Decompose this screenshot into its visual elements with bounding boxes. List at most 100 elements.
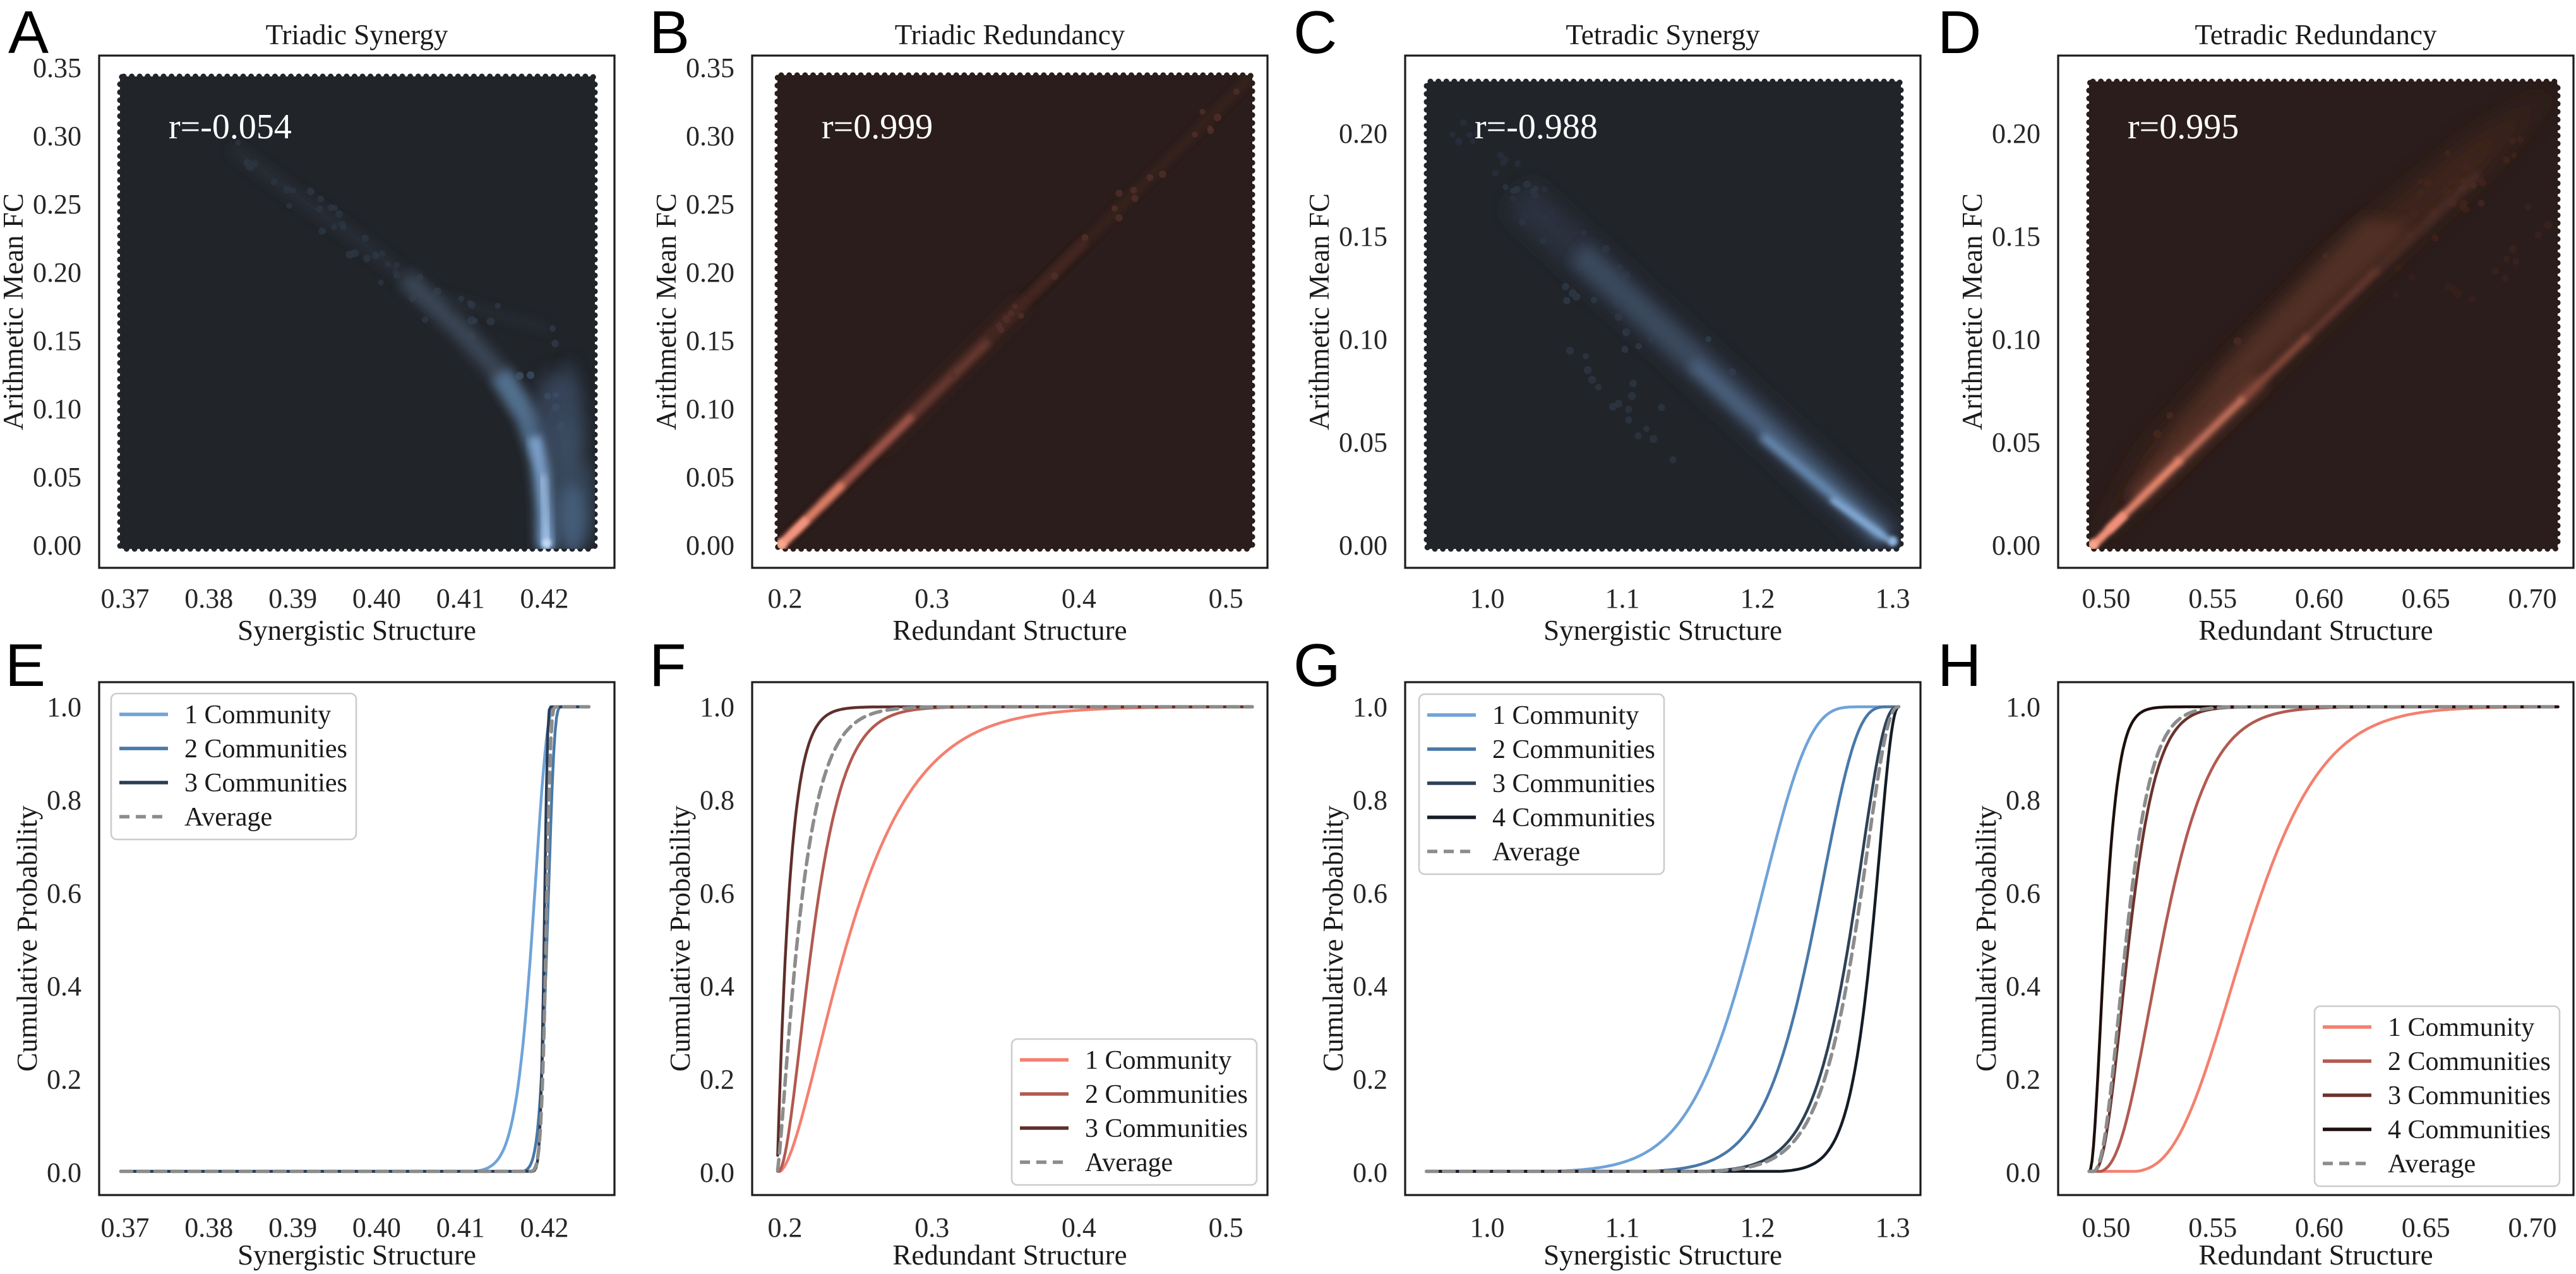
svg-text:0.39: 0.39 (268, 583, 317, 614)
svg-text:Synergistic Structure: Synergistic Structure (237, 1239, 476, 1271)
svg-text:0.30: 0.30 (33, 121, 81, 152)
svg-text:0.0: 0.0 (700, 1157, 734, 1188)
svg-text:E: E (5, 632, 45, 699)
svg-text:0.3: 0.3 (914, 1212, 949, 1243)
svg-text:0.00: 0.00 (1992, 530, 2040, 561)
svg-text:0.25: 0.25 (686, 189, 734, 220)
svg-text:Average: Average (1085, 1148, 1173, 1177)
svg-text:F: F (649, 632, 686, 699)
svg-text:1.2: 1.2 (1740, 1212, 1775, 1243)
svg-text:Arithmetic Mean FC: Arithmetic Mean FC (650, 193, 682, 430)
svg-text:0.0: 0.0 (47, 1157, 81, 1188)
svg-text:Tetradic Redundancy: Tetradic Redundancy (2195, 19, 2437, 51)
svg-text:3 Communities: 3 Communities (1085, 1114, 1248, 1143)
svg-text:3 Communities: 3 Communities (2388, 1081, 2551, 1110)
svg-text:0.05: 0.05 (1992, 427, 2040, 458)
svg-text:1.0: 1.0 (47, 692, 81, 723)
svg-text:0.05: 0.05 (1339, 427, 1387, 458)
svg-text:0.25: 0.25 (33, 189, 81, 220)
svg-text:0.60: 0.60 (2295, 583, 2344, 614)
svg-text:0.35: 0.35 (33, 52, 81, 83)
svg-text:Arithmetic Mean FC: Arithmetic Mean FC (1956, 193, 1988, 430)
svg-text:0.65: 0.65 (2402, 583, 2450, 614)
svg-text:0.60: 0.60 (2295, 1212, 2344, 1243)
svg-text:r=0.999: r=0.999 (822, 107, 933, 147)
svg-text:0.8: 0.8 (47, 784, 81, 815)
svg-text:0.20: 0.20 (1992, 118, 2040, 149)
svg-text:0.6: 0.6 (2006, 878, 2040, 909)
svg-text:0.20: 0.20 (1339, 118, 1387, 149)
svg-text:0.41: 0.41 (436, 583, 485, 614)
svg-text:Average: Average (2388, 1150, 2476, 1179)
svg-text:Synergistic Structure: Synergistic Structure (237, 615, 476, 646)
svg-text:0.2: 0.2 (768, 583, 803, 614)
svg-text:0.4: 0.4 (1353, 971, 1387, 1002)
svg-text:1.0: 1.0 (700, 692, 734, 723)
svg-text:Cumulative Probability: Cumulative Probability (664, 805, 696, 1072)
svg-text:1.1: 1.1 (1605, 1212, 1640, 1243)
svg-text:0.20: 0.20 (33, 257, 81, 288)
svg-text:1.0: 1.0 (2006, 692, 2040, 723)
svg-text:1.2: 1.2 (1740, 583, 1775, 614)
svg-text:0.0: 0.0 (1353, 1157, 1387, 1188)
svg-text:0.65: 0.65 (2402, 1212, 2450, 1243)
svg-text:2 Communities: 2 Communities (2388, 1047, 2551, 1076)
svg-text:1 Community: 1 Community (1492, 701, 1639, 730)
svg-text:0.10: 0.10 (1339, 324, 1387, 355)
svg-text:0.00: 0.00 (1339, 530, 1387, 561)
svg-text:0.4: 0.4 (1062, 583, 1096, 614)
svg-text:0.15: 0.15 (1339, 221, 1387, 252)
svg-text:0.2: 0.2 (47, 1064, 81, 1095)
svg-text:Arithmetic Mean FC: Arithmetic Mean FC (1303, 193, 1335, 430)
svg-text:0.0: 0.0 (2006, 1157, 2040, 1188)
svg-text:0.4: 0.4 (2006, 971, 2040, 1002)
svg-text:0.38: 0.38 (184, 1212, 233, 1243)
svg-text:G: G (1293, 632, 1341, 699)
svg-text:0.50: 0.50 (2082, 1212, 2131, 1243)
svg-text:0.10: 0.10 (1992, 324, 2040, 355)
svg-text:3 Communities: 3 Communities (1492, 769, 1655, 798)
svg-text:B: B (649, 0, 690, 66)
svg-text:4 Communities: 4 Communities (1492, 803, 1655, 832)
svg-text:0.15: 0.15 (686, 325, 734, 356)
svg-text:Arithmetic Mean FC: Arithmetic Mean FC (0, 193, 29, 430)
svg-text:0.15: 0.15 (1992, 221, 2040, 252)
svg-text:0.6: 0.6 (700, 878, 734, 909)
svg-text:0.70: 0.70 (2508, 1212, 2557, 1243)
svg-text:0.15: 0.15 (33, 325, 81, 356)
svg-text:H: H (1938, 632, 1981, 699)
svg-text:Cumulative Probability: Cumulative Probability (1970, 805, 2002, 1072)
svg-text:0.39: 0.39 (268, 1212, 317, 1243)
svg-text:0.2: 0.2 (700, 1064, 734, 1095)
svg-text:0.50: 0.50 (2082, 583, 2131, 614)
svg-text:r=-0.988: r=-0.988 (1475, 107, 1598, 147)
svg-text:0.4: 0.4 (700, 971, 734, 1002)
svg-text:1.0: 1.0 (1353, 692, 1387, 723)
svg-text:Average: Average (184, 803, 272, 832)
svg-text:1 Community: 1 Community (184, 700, 331, 730)
svg-text:Tetradic Synergy: Tetradic Synergy (1566, 19, 1760, 51)
svg-text:1.3: 1.3 (1876, 583, 1910, 614)
svg-text:Cumulative Probability: Cumulative Probability (1317, 805, 1349, 1072)
svg-text:Redundant Structure: Redundant Structure (2198, 615, 2433, 646)
svg-text:r=0.995: r=0.995 (2128, 107, 2239, 147)
svg-text:0.42: 0.42 (520, 583, 569, 614)
svg-text:1.0: 1.0 (1470, 1212, 1505, 1243)
svg-text:3 Communities: 3 Communities (184, 769, 347, 798)
svg-text:0.2: 0.2 (1353, 1064, 1387, 1095)
svg-text:0.8: 0.8 (2006, 784, 2040, 815)
svg-text:0.55: 0.55 (2188, 583, 2237, 614)
svg-text:0.05: 0.05 (686, 462, 734, 493)
svg-text:Synergistic Structure: Synergistic Structure (1543, 1239, 1782, 1271)
svg-text:0.8: 0.8 (700, 784, 734, 815)
svg-text:0.5: 0.5 (1209, 1212, 1243, 1243)
svg-text:0.5: 0.5 (1209, 583, 1243, 614)
svg-text:0.42: 0.42 (520, 1212, 569, 1243)
svg-text:D: D (1938, 0, 1981, 66)
svg-text:0.55: 0.55 (2188, 1212, 2237, 1243)
svg-text:0.6: 0.6 (47, 878, 81, 909)
svg-text:Synergistic Structure: Synergistic Structure (1543, 615, 1782, 646)
svg-text:0.10: 0.10 (33, 394, 81, 424)
svg-text:2 Communities: 2 Communities (184, 735, 347, 764)
svg-text:Redundant Structure: Redundant Structure (892, 615, 1127, 646)
